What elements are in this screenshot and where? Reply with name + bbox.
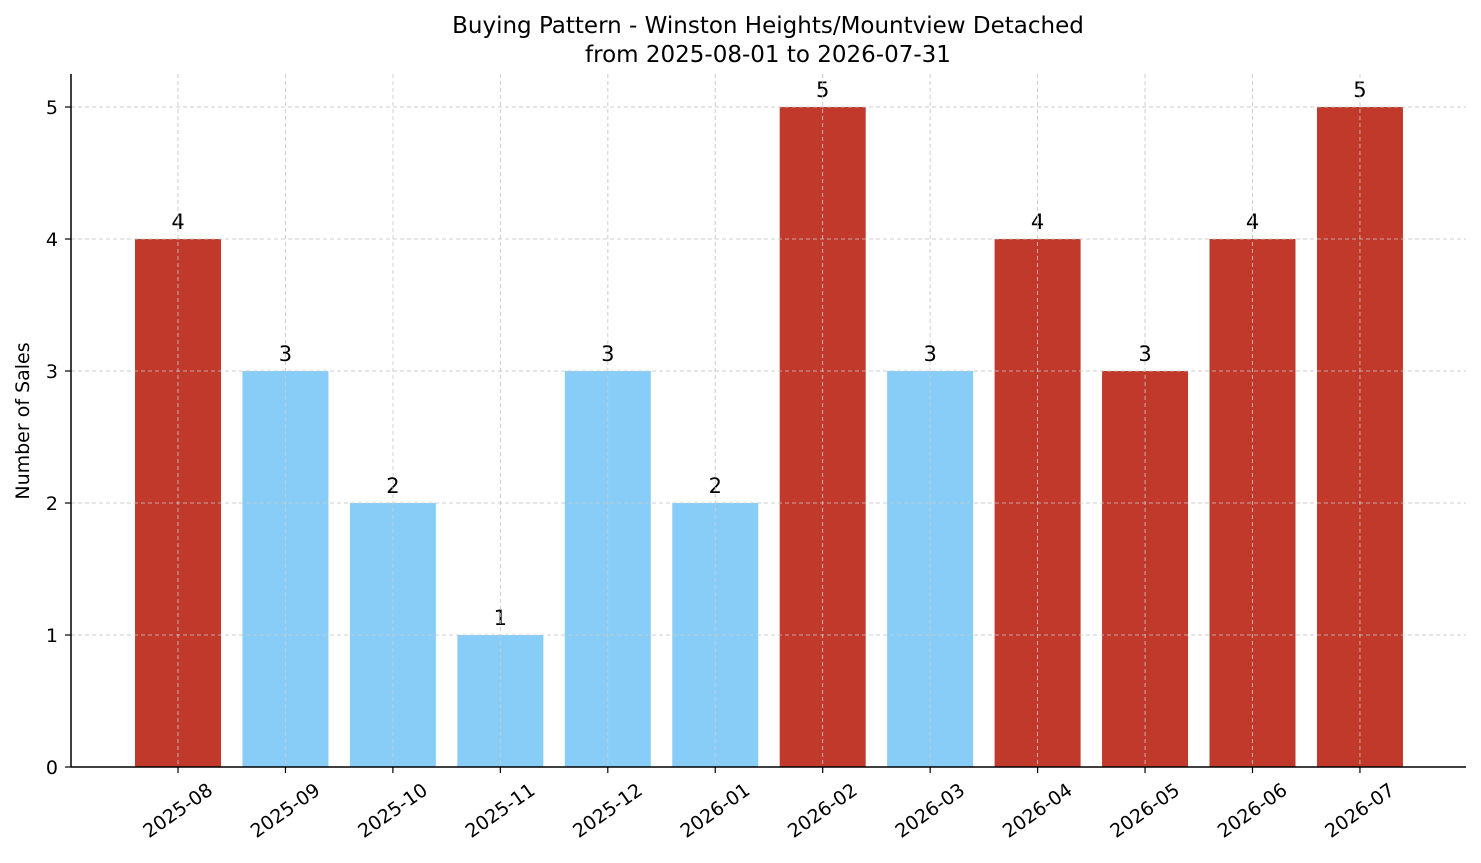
y-tick-label: 5 bbox=[46, 97, 58, 119]
data-label: 2 bbox=[386, 474, 399, 498]
x-tick-label: 2026-04 bbox=[999, 779, 1077, 843]
data-label: 1 bbox=[494, 606, 507, 630]
x-tick-label: 2025-09 bbox=[247, 779, 325, 843]
chart-title: Buying Pattern - Winston Heights/Mountvi… bbox=[452, 13, 1084, 39]
y-tick-label: 1 bbox=[46, 625, 58, 647]
x-tick-label: 2025-12 bbox=[569, 779, 647, 843]
chart-subtitle: from 2025-08-01 to 2026-07-31 bbox=[585, 42, 951, 68]
bars bbox=[135, 107, 1403, 767]
y-tick-label: 3 bbox=[46, 361, 58, 383]
x-tick-label: 2026-07 bbox=[1321, 779, 1399, 843]
data-label: 2 bbox=[709, 474, 722, 498]
y-tick-label: 2 bbox=[46, 493, 58, 515]
x-tick-label: 2025-11 bbox=[462, 779, 540, 843]
y-tick-label: 0 bbox=[46, 757, 58, 779]
x-tick-label: 2026-03 bbox=[891, 779, 969, 843]
x-tick-label: 2026-05 bbox=[1106, 779, 1184, 843]
bar-2026-07 bbox=[1316, 107, 1403, 767]
x-tick-label: 2026-01 bbox=[676, 779, 754, 843]
x-tick-label: 2026-02 bbox=[784, 779, 862, 843]
bar-2026-02 bbox=[779, 107, 866, 767]
y-tick-label: 4 bbox=[46, 229, 58, 251]
x-tick-label: 2026-06 bbox=[1214, 779, 1292, 843]
y-axis-label: Number of Sales bbox=[12, 342, 34, 499]
x-tick-label: 2025-10 bbox=[354, 779, 432, 843]
axes bbox=[65, 74, 1466, 773]
x-tick-label: 2025-08 bbox=[139, 779, 217, 843]
